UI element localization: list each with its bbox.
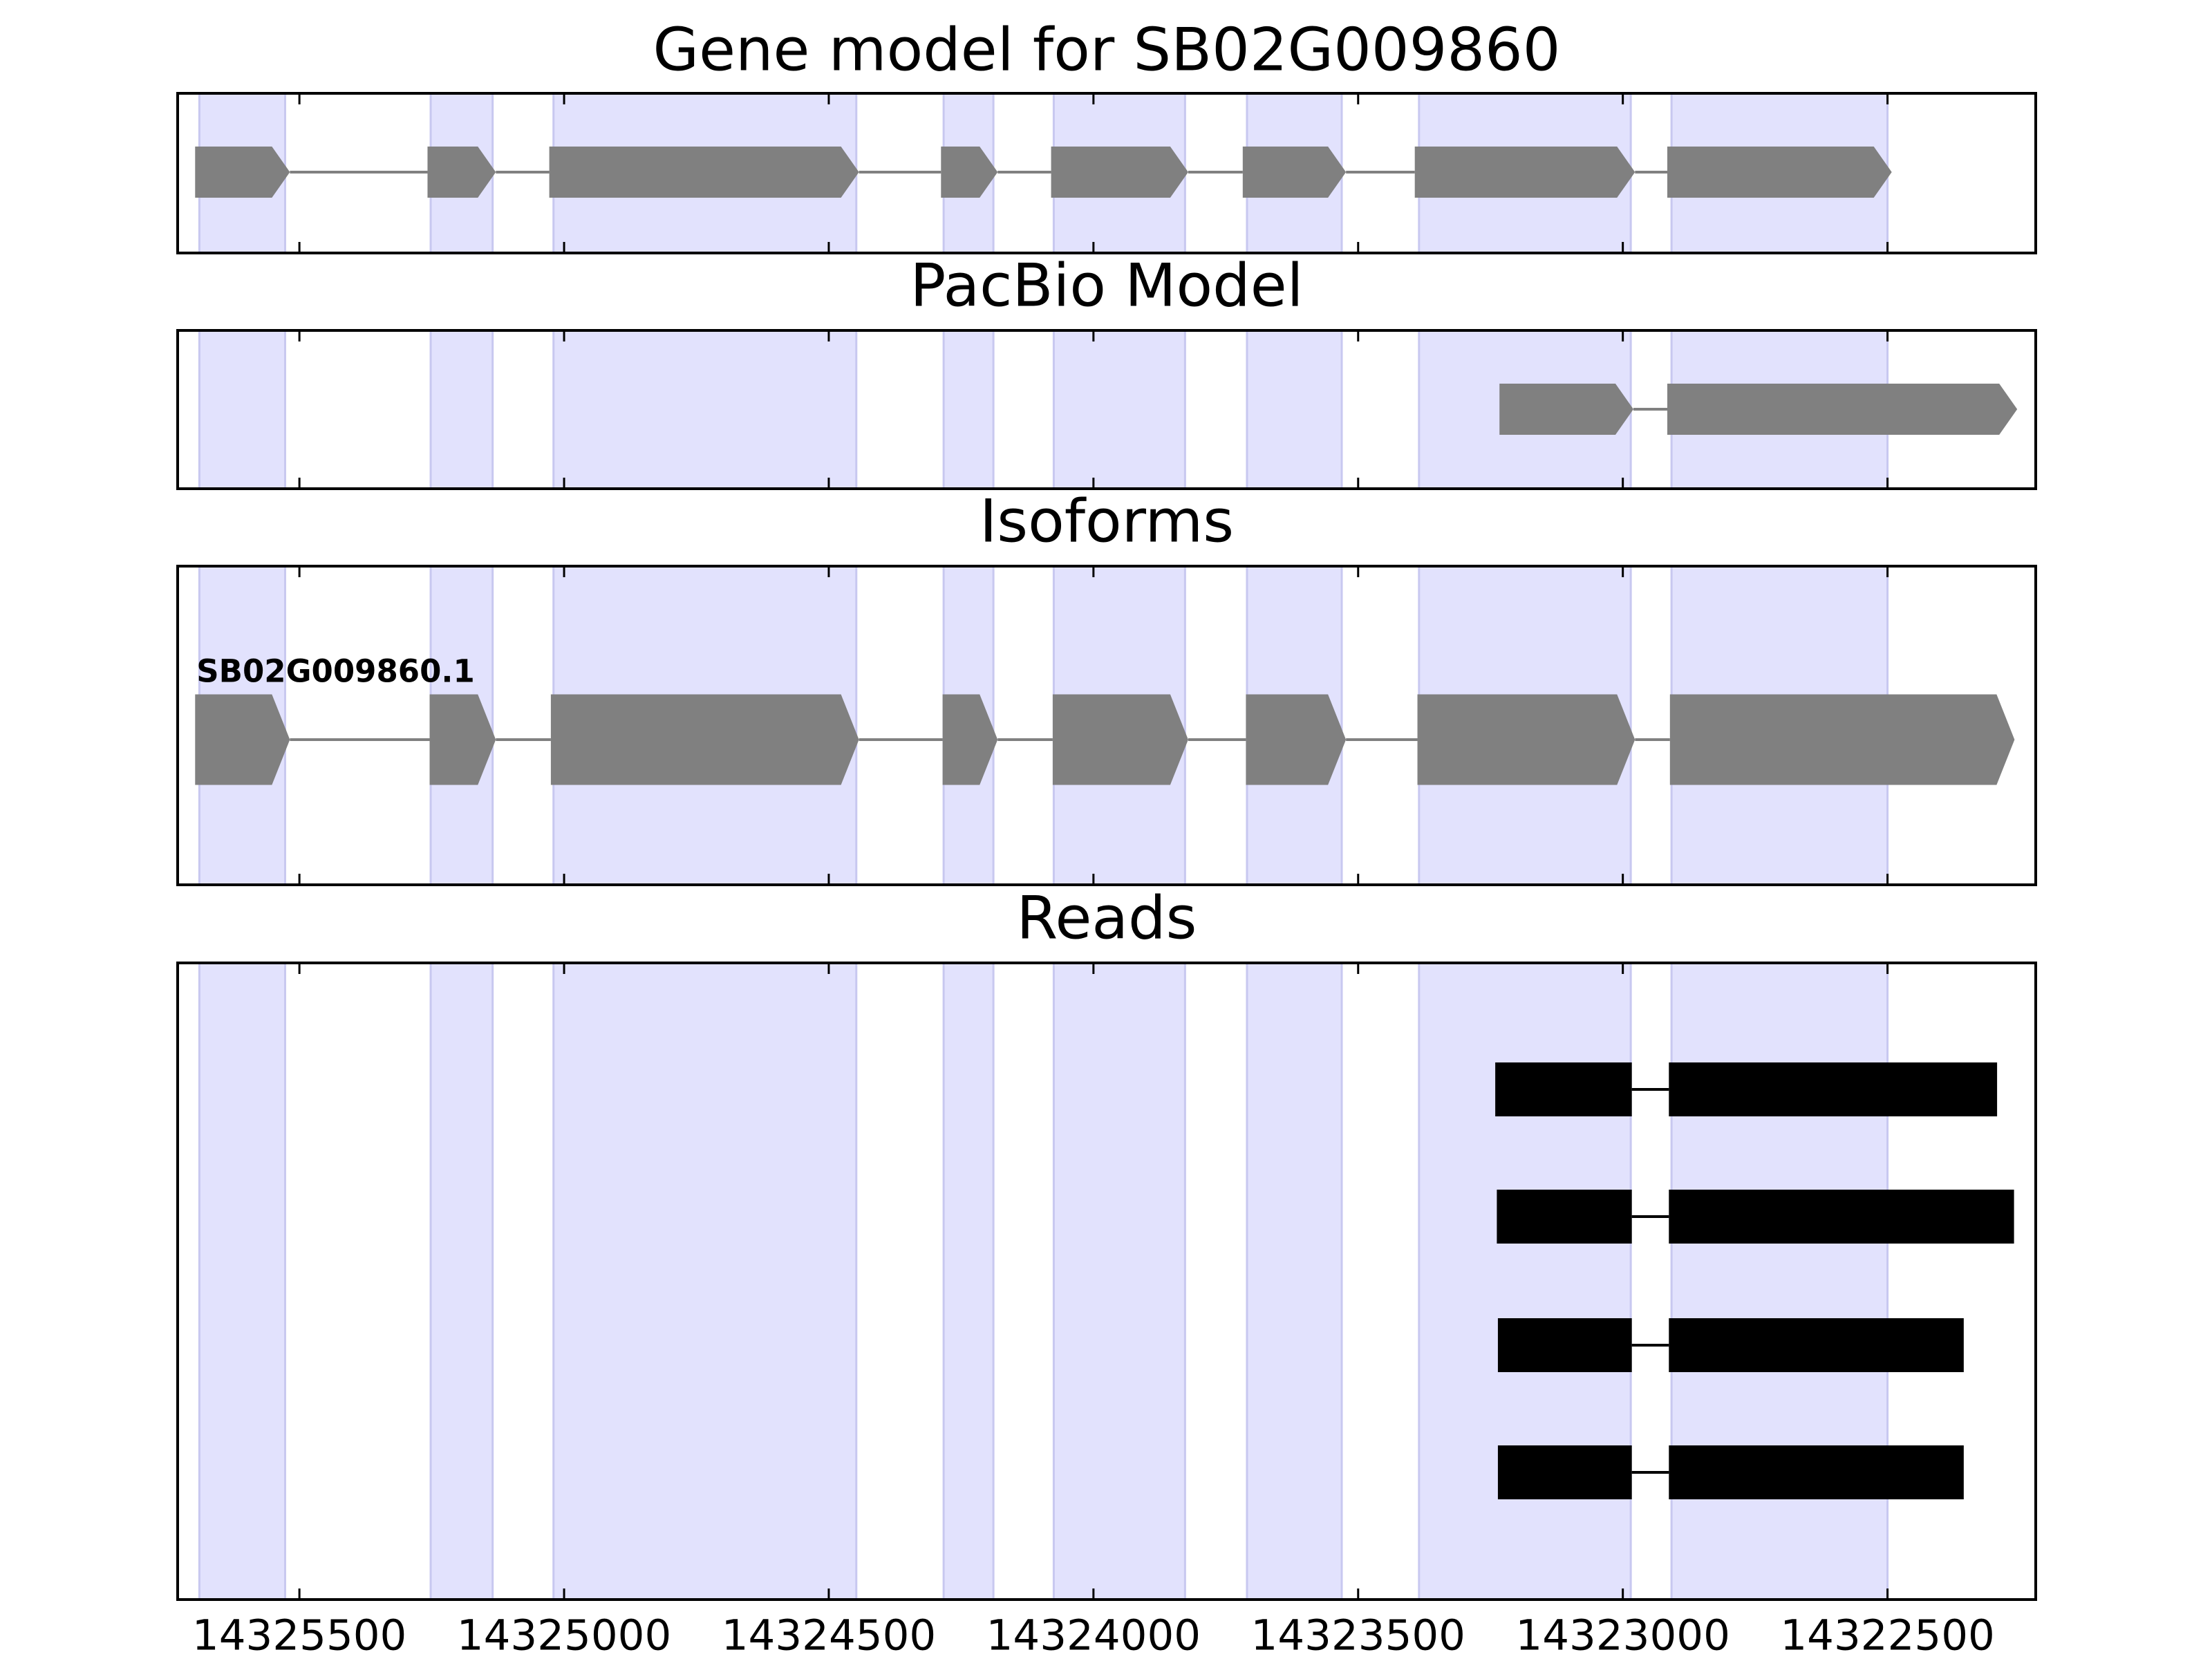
- panel-frame: [176, 565, 2037, 886]
- exon-band: [198, 962, 286, 1601]
- isoform-label: SB02G009860.1: [196, 653, 475, 690]
- read-block: [1497, 1318, 1632, 1372]
- exon: [1051, 147, 1188, 198]
- exon-band: [552, 962, 858, 1601]
- read-block: [1669, 1190, 2014, 1244]
- exon-band: [1246, 962, 1343, 1601]
- exon: [941, 147, 998, 198]
- exon-band: [1052, 329, 1186, 490]
- exon-band: [198, 329, 286, 490]
- exon-band: [429, 962, 494, 1601]
- exon: [429, 694, 496, 785]
- panel-frame: [176, 962, 2037, 1601]
- exon: [1246, 694, 1347, 785]
- exon: [1667, 384, 2018, 435]
- x-tick-label: 14323500: [1251, 1611, 1465, 1659]
- exon-band: [1052, 962, 1186, 1601]
- x-tick-label: 14325500: [192, 1611, 406, 1659]
- exon: [1499, 384, 1633, 435]
- panel-frame: [176, 329, 2037, 490]
- panel-title: PacBio Model: [910, 251, 1303, 320]
- exon: [1669, 694, 2015, 785]
- exon-band: [1246, 329, 1343, 490]
- read-block: [1495, 1062, 1632, 1116]
- exon: [195, 147, 290, 198]
- x-tick-label: 14325000: [457, 1611, 671, 1659]
- read-block: [1497, 1445, 1632, 1499]
- exon: [1052, 694, 1188, 785]
- exon-band: [942, 962, 995, 1601]
- exon: [1667, 147, 1892, 198]
- x-tick-label: 14324500: [722, 1611, 936, 1659]
- exon: [427, 147, 496, 198]
- exon: [942, 694, 998, 785]
- exon: [550, 694, 859, 785]
- read-block: [1669, 1318, 1964, 1372]
- panel-frame: [176, 92, 2037, 254]
- panel-title: Isoforms: [980, 487, 1234, 556]
- read-block: [1669, 1062, 1998, 1116]
- x-tick-label: 14323000: [1515, 1611, 1730, 1659]
- exon-band: [552, 329, 858, 490]
- x-tick-label: 14322500: [1780, 1611, 1994, 1659]
- exon-band: [429, 329, 494, 490]
- exon-band: [1670, 962, 1889, 1601]
- exon: [1242, 147, 1347, 198]
- exon-band: [942, 329, 995, 490]
- exon: [1414, 147, 1635, 198]
- read-block: [1497, 1190, 1632, 1244]
- exon: [1417, 694, 1635, 785]
- exon-band: [1418, 962, 1632, 1601]
- panel-title: Gene model for SB02G009860: [653, 15, 1561, 84]
- read-block: [1669, 1445, 1964, 1499]
- exon: [195, 694, 290, 785]
- x-tick-label: 14324000: [986, 1611, 1201, 1659]
- panel-title: Reads: [1017, 883, 1197, 953]
- exon: [549, 147, 859, 198]
